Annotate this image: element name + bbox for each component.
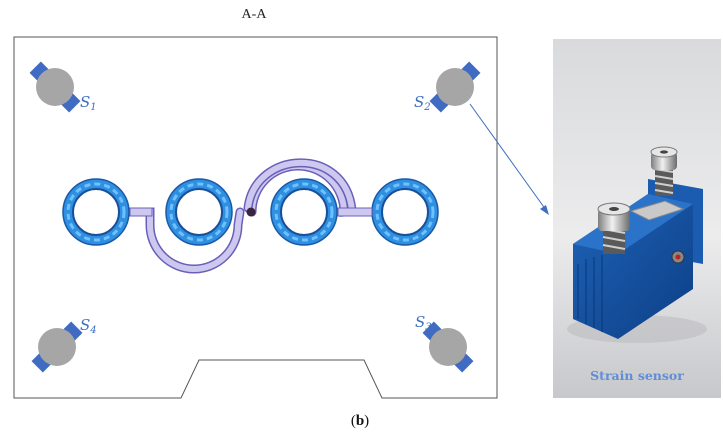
sensor-s2 bbox=[429, 61, 481, 113]
mold-ring-1 bbox=[62, 178, 130, 246]
section-label: A-A bbox=[241, 7, 267, 22]
sensor-s1 bbox=[29, 61, 81, 113]
mold-ring-3 bbox=[270, 178, 338, 246]
strain-sensor-image bbox=[553, 39, 721, 398]
channel-connectors bbox=[129, 207, 373, 217]
bolt-front-icon bbox=[597, 202, 631, 254]
photo-label: Strain sensor bbox=[590, 368, 684, 383]
sensor-label-s2: S2 bbox=[414, 93, 431, 113]
mold-ring-2 bbox=[165, 178, 233, 246]
bolt-back-icon bbox=[650, 146, 678, 196]
strain-sensor-photo: Strain sensor bbox=[553, 39, 721, 398]
mold-ring-4 bbox=[371, 178, 439, 246]
sensor-label-s1: S1 bbox=[80, 93, 97, 113]
plate-outline bbox=[13, 36, 498, 399]
pointer-arrow bbox=[469, 103, 549, 215]
sensor-label-s4: S4 bbox=[80, 316, 97, 336]
figure-caption: (b) bbox=[350, 413, 370, 429]
sprue-point bbox=[246, 207, 256, 217]
sensor-s4 bbox=[31, 321, 83, 373]
sensor-s3 bbox=[422, 321, 474, 373]
sensor-label-s3: S3 bbox=[415, 313, 432, 333]
